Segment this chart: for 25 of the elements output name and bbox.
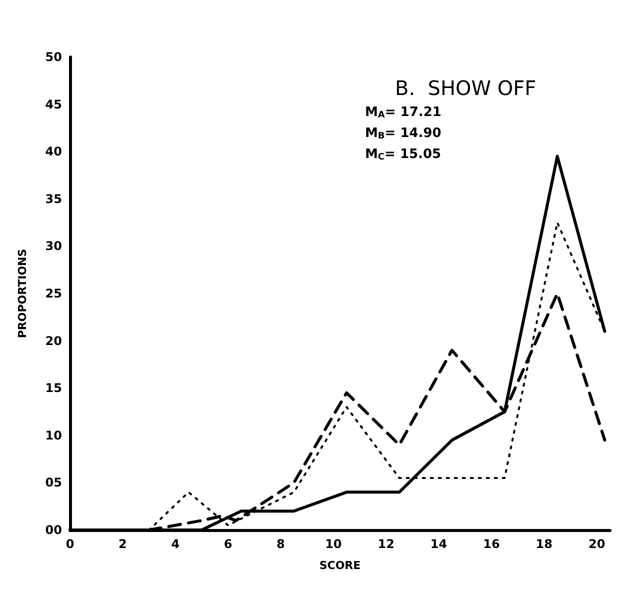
x-tick-label: 12: [378, 537, 394, 551]
y-tick-label: 30: [45, 239, 62, 254]
x-tick-label: 6: [224, 537, 232, 551]
x-tick-label: 18: [536, 537, 552, 551]
y-tick-label: 10: [45, 428, 62, 442]
x-axis-title: SCORE: [319, 559, 361, 572]
x-tick-label: 16: [483, 537, 500, 551]
y-tick-label: 50: [45, 50, 62, 64]
y-tick-label: 15: [45, 381, 62, 396]
x-tick-label: 2: [118, 537, 127, 551]
y-tick-label: 35: [45, 192, 62, 206]
x-tick-label: 8: [276, 537, 285, 551]
x-tick-label: 14: [430, 537, 448, 551]
x-tick-label: 4: [171, 537, 180, 551]
y-tick-label: 05: [45, 476, 62, 490]
x-tick-label: 10: [325, 537, 342, 551]
x-tick-label: 20: [588, 537, 606, 551]
text: B. SHOW OFF: [395, 76, 536, 100]
y-tick-label: 40: [45, 144, 62, 159]
y-tick-label: 00: [45, 523, 62, 537]
y-tick-label: 25: [45, 286, 62, 300]
y-tick-label: 45: [45, 97, 62, 112]
y-axis-title: PROPORTIONS: [16, 248, 29, 338]
y-tick-label: 20: [45, 334, 62, 348]
x-tick-label: 0: [66, 537, 74, 551]
